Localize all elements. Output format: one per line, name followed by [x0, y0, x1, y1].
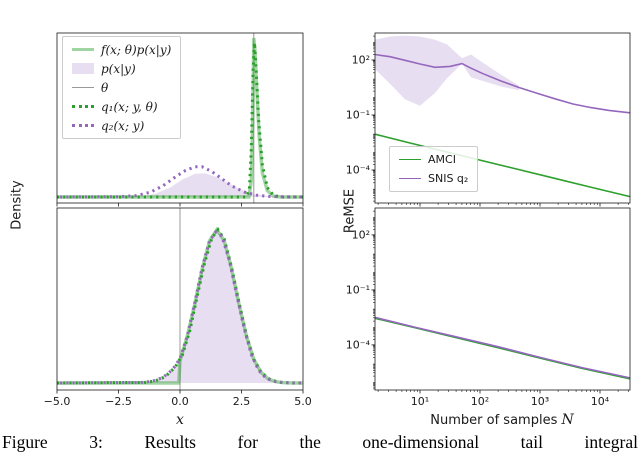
legend-label: q₁(x; y, θ) [101, 99, 158, 114]
density-ylabel: Density [9, 180, 25, 230]
p-posterior-fill [57, 229, 303, 383]
legend-item-q2: q₂(x; y) [72, 118, 171, 133]
q1-proposal-curve [56, 227, 303, 385]
legend-label: θ [101, 80, 109, 95]
remse-bottom-frame [374, 207, 631, 391]
snis-variance-band [375, 35, 519, 106]
f-times-p-curve [57, 37, 303, 199]
snis-line [374, 53, 631, 114]
x-tick-label: −2.5 [105, 395, 132, 408]
remse-xlabel-var: N [561, 412, 574, 428]
x-tick-label: 10⁴ [591, 395, 610, 408]
amci-line [374, 133, 631, 198]
y-tick-label: 10⁻¹ [346, 283, 370, 296]
legend-item-q1: q₁(x; y, θ) [72, 99, 171, 114]
q2-proposal-curve [56, 165, 304, 199]
legend-item-p: p(x|y) [72, 61, 171, 76]
x-tick-label: 10³ [531, 395, 549, 408]
x-tick-label: 0.0 [171, 395, 189, 408]
y-tick-label: 10⁻⁴ [346, 164, 371, 177]
amci-swatch [399, 159, 421, 160]
density-top-panel [56, 32, 304, 207]
density-legend: f(x; θ)p(x|y) p(x|y) θ q₁(x; y, θ) q₂(x; y) [62, 36, 182, 139]
remse-xlabel-text: Number of samples [430, 413, 562, 428]
caption-text: Results for the one-dimensional tail int… [144, 432, 638, 452]
legend-item-amci: AMCI [399, 152, 468, 167]
legend-label: AMCI [428, 153, 456, 166]
legend-item-snis: SNIS q₂ [399, 171, 468, 186]
y-tick-label: 10² [352, 54, 370, 67]
remse-bottom-ticks: 10² 10⁻¹ 10⁻⁴ 10¹ 10² 10³ 10⁴ [346, 210, 629, 408]
legend-item-f: f(x; θ)p(x|y) [72, 42, 171, 57]
legend-label: q₂(x; y) [101, 118, 145, 133]
x-tick-label: 10¹ [411, 395, 429, 408]
y-tick-label: 10⁻⁴ [346, 338, 371, 351]
figure-canvas: −5.0 −2.5 0.0 2.5 5.010²10⁻¹10⁻⁴10²10⁻¹10⁻⁴1… [44, 32, 631, 408]
density-top-ticks [56, 203, 304, 207]
density-bottom-ticks: −5.0 −2.5 0.0 2.5 5.0 [44, 390, 312, 408]
x-tick-label: 10² [471, 395, 489, 408]
q2-swatch [72, 124, 94, 127]
remse-bottom-panel: 10² 10⁻¹ 10⁻⁴ 10¹ 10² 10³ 10⁴ [346, 207, 631, 408]
remse-xlabel: Number of samples N [430, 412, 573, 428]
legend-label: p(x|y) [101, 61, 136, 76]
p-swatch [72, 63, 94, 74]
theta-swatch [72, 87, 94, 88]
remse-legend: AMCI SNIS q₂ [389, 146, 479, 192]
legend-item-theta: θ [72, 80, 171, 95]
density-xlabel: x [176, 412, 184, 428]
q1-swatch [72, 105, 94, 108]
q2-proposal-curve [56, 230, 304, 385]
legend-label: SNIS q₂ [428, 172, 469, 185]
x-tick-label: −5.0 [44, 395, 71, 408]
density-bottom-panel: −5.0 −2.5 0.0 2.5 5.0 [44, 207, 312, 408]
caption-label: Figure 3: [2, 432, 103, 452]
remse-top-ticks: 10² 10⁻¹ 10⁻⁴ [346, 35, 629, 207]
y-tick-label: 10⁻¹ [346, 109, 370, 122]
remse-ylabel: ReMSE [342, 188, 358, 234]
p-posterior-fill [57, 173, 303, 197]
snis-swatch [399, 178, 421, 179]
f-swatch [72, 48, 94, 51]
figure-caption: Figure 3: Results for the one-dimensiona… [0, 432, 640, 453]
legend-label: f(x; θ)p(x|y) [101, 42, 172, 57]
snis-line [374, 316, 631, 379]
x-tick-label: 2.5 [233, 395, 251, 408]
x-tick-label: 5.0 [294, 395, 312, 408]
y-tick-label: 10² [352, 228, 370, 241]
remse-top-panel: 10² 10⁻¹ 10⁻⁴ [346, 32, 631, 207]
